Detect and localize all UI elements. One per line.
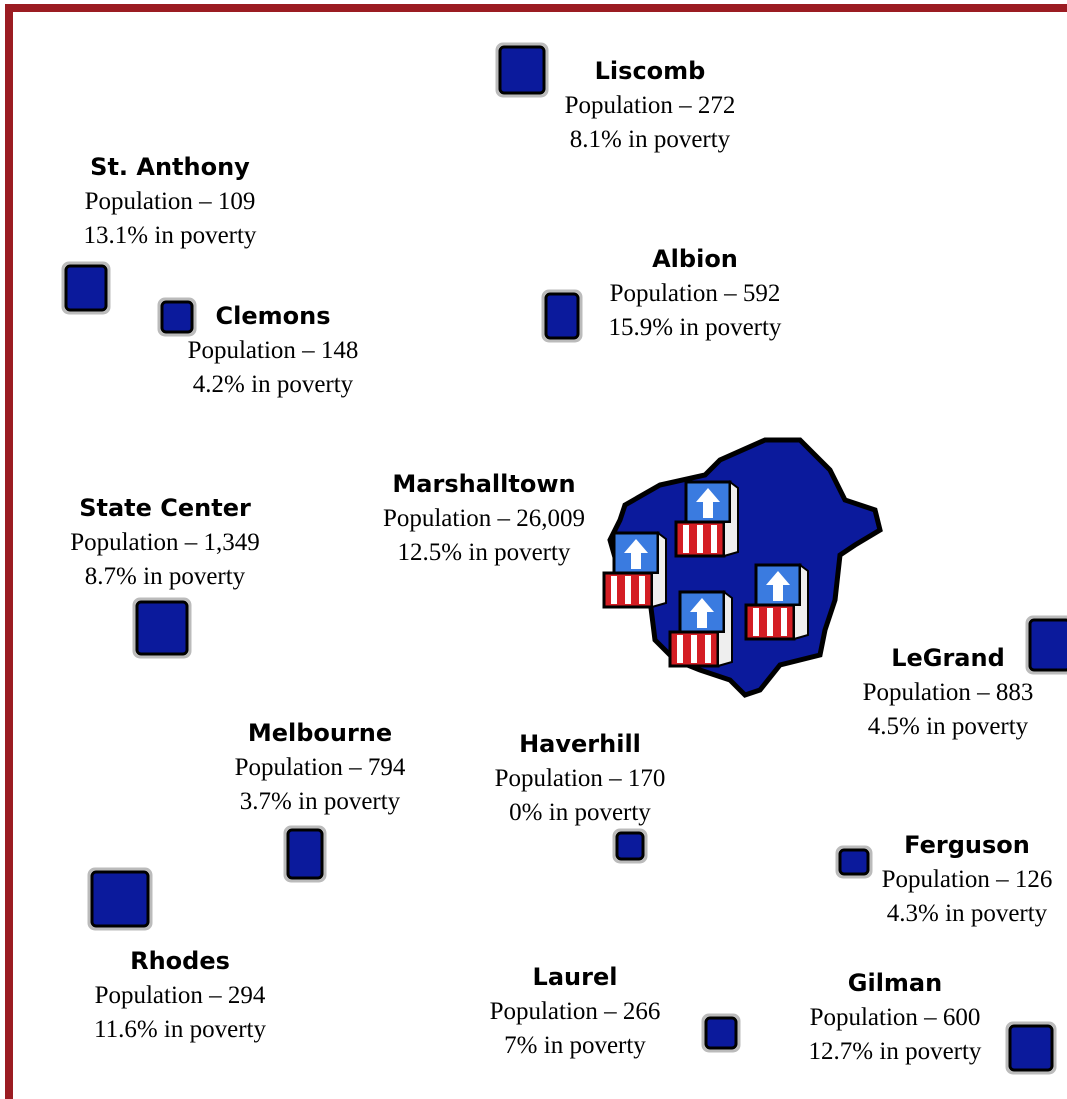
marker-halo xyxy=(495,42,549,98)
town-name: State Center xyxy=(79,494,251,522)
building-icon xyxy=(602,531,667,609)
icon-arrow xyxy=(624,539,648,569)
town-poverty: 12.7% in poverty xyxy=(809,1038,982,1065)
towns: Liscomb Population – 272 8.1% in poverty St… xyxy=(61,42,1067,1075)
town-marker xyxy=(64,264,108,312)
town-name: Laurel xyxy=(533,963,618,991)
icon-stripe xyxy=(767,608,773,636)
town-population: Population – 294 xyxy=(95,982,266,1009)
town-poverty: 7% in poverty xyxy=(504,1032,646,1059)
building-icons xyxy=(602,480,809,668)
marker-halo xyxy=(1005,1021,1057,1075)
building-icon xyxy=(674,480,739,558)
town-name: Liscomb xyxy=(595,57,706,85)
town-marker xyxy=(498,45,546,95)
icon-side xyxy=(717,590,733,668)
icon-stripe xyxy=(677,635,683,663)
town-poverty: 3.7% in poverty xyxy=(240,788,401,815)
town-poverty: 12.5% in poverty xyxy=(398,539,571,566)
town-poverty: 0% in poverty xyxy=(509,799,651,826)
town-poverty: 13.1% in poverty xyxy=(84,222,257,249)
town-name: Rhodes xyxy=(130,947,230,975)
town-name: Albion xyxy=(652,245,738,273)
town-population: Population – 170 xyxy=(495,765,666,792)
icon-stripe xyxy=(711,525,717,553)
town-poverty: 11.6% in poverty xyxy=(94,1016,266,1043)
icon-side xyxy=(793,563,809,641)
marker-halo xyxy=(132,597,192,659)
town-marker xyxy=(286,828,324,880)
town-population: Population – 266 xyxy=(490,998,661,1025)
town-population: Population – 272 xyxy=(565,92,736,119)
town-population: Population – 592 xyxy=(610,280,781,307)
town-marker xyxy=(135,600,189,656)
town-name: St. Anthony xyxy=(90,153,250,181)
marker-halo xyxy=(835,845,873,879)
town-marker xyxy=(1008,1024,1054,1072)
icon-arrow xyxy=(696,488,720,518)
town-name: Haverhill xyxy=(519,730,641,758)
building-icon xyxy=(668,590,733,668)
icon-stripe xyxy=(697,525,703,553)
marker-halo xyxy=(1025,615,1067,675)
town-marker xyxy=(704,1016,738,1050)
border-left xyxy=(5,4,13,1099)
town-poverty: 8.1% in poverty xyxy=(570,126,731,153)
town-name: LeGrand xyxy=(891,644,1005,672)
town-marker xyxy=(90,870,150,928)
border-top xyxy=(5,4,1067,12)
town-name: Gilman xyxy=(848,969,942,997)
icon-stripe xyxy=(781,608,787,636)
town-poverty: 4.5% in poverty xyxy=(868,713,1029,740)
icon-side xyxy=(723,480,739,558)
town-poverty: 8.7% in poverty xyxy=(85,563,246,590)
town-population: Population – 126 xyxy=(882,866,1053,893)
icon-arrow xyxy=(690,598,714,628)
town-marker xyxy=(838,848,870,876)
town-population: Population – 794 xyxy=(235,754,406,781)
icon-stripe xyxy=(705,635,711,663)
building-icon xyxy=(744,563,809,641)
marker-halo xyxy=(87,867,153,931)
icon-stripe xyxy=(753,608,759,636)
icon-stripe xyxy=(639,576,645,604)
town-marker xyxy=(160,300,194,334)
icon-stripe xyxy=(683,525,689,553)
town-marker xyxy=(1028,618,1067,672)
town-name: Ferguson xyxy=(904,831,1030,859)
marker-halo xyxy=(61,261,111,315)
town-name: Marshalltown xyxy=(392,470,575,498)
marker-halo xyxy=(283,825,327,883)
icon-arrow xyxy=(766,571,790,601)
marker-halo xyxy=(541,289,583,343)
marker-halo xyxy=(612,828,648,864)
town-population: Population – 1,349 xyxy=(70,529,260,556)
icon-stripe xyxy=(691,635,697,663)
icon-side xyxy=(651,531,667,609)
town-poverty: 15.9% in poverty xyxy=(609,314,782,341)
town-poverty: 4.3% in poverty xyxy=(887,900,1048,927)
town-name: Melbourne xyxy=(248,719,392,747)
town-population: Population – 26,009 xyxy=(383,505,585,532)
town-population: Population – 600 xyxy=(810,1004,981,1031)
town-name: Clemons xyxy=(216,302,331,330)
icon-stripe xyxy=(625,576,631,604)
town-population: Population – 883 xyxy=(863,679,1034,706)
town-population: Population – 109 xyxy=(85,188,256,215)
icon-stripe xyxy=(611,576,617,604)
town-poverty: 4.2% in poverty xyxy=(193,371,354,398)
marker-halo xyxy=(701,1013,741,1053)
town-marker xyxy=(615,831,645,861)
town-population: Population – 148 xyxy=(188,337,359,364)
town-marker xyxy=(544,292,580,340)
marker-halo xyxy=(157,297,197,337)
